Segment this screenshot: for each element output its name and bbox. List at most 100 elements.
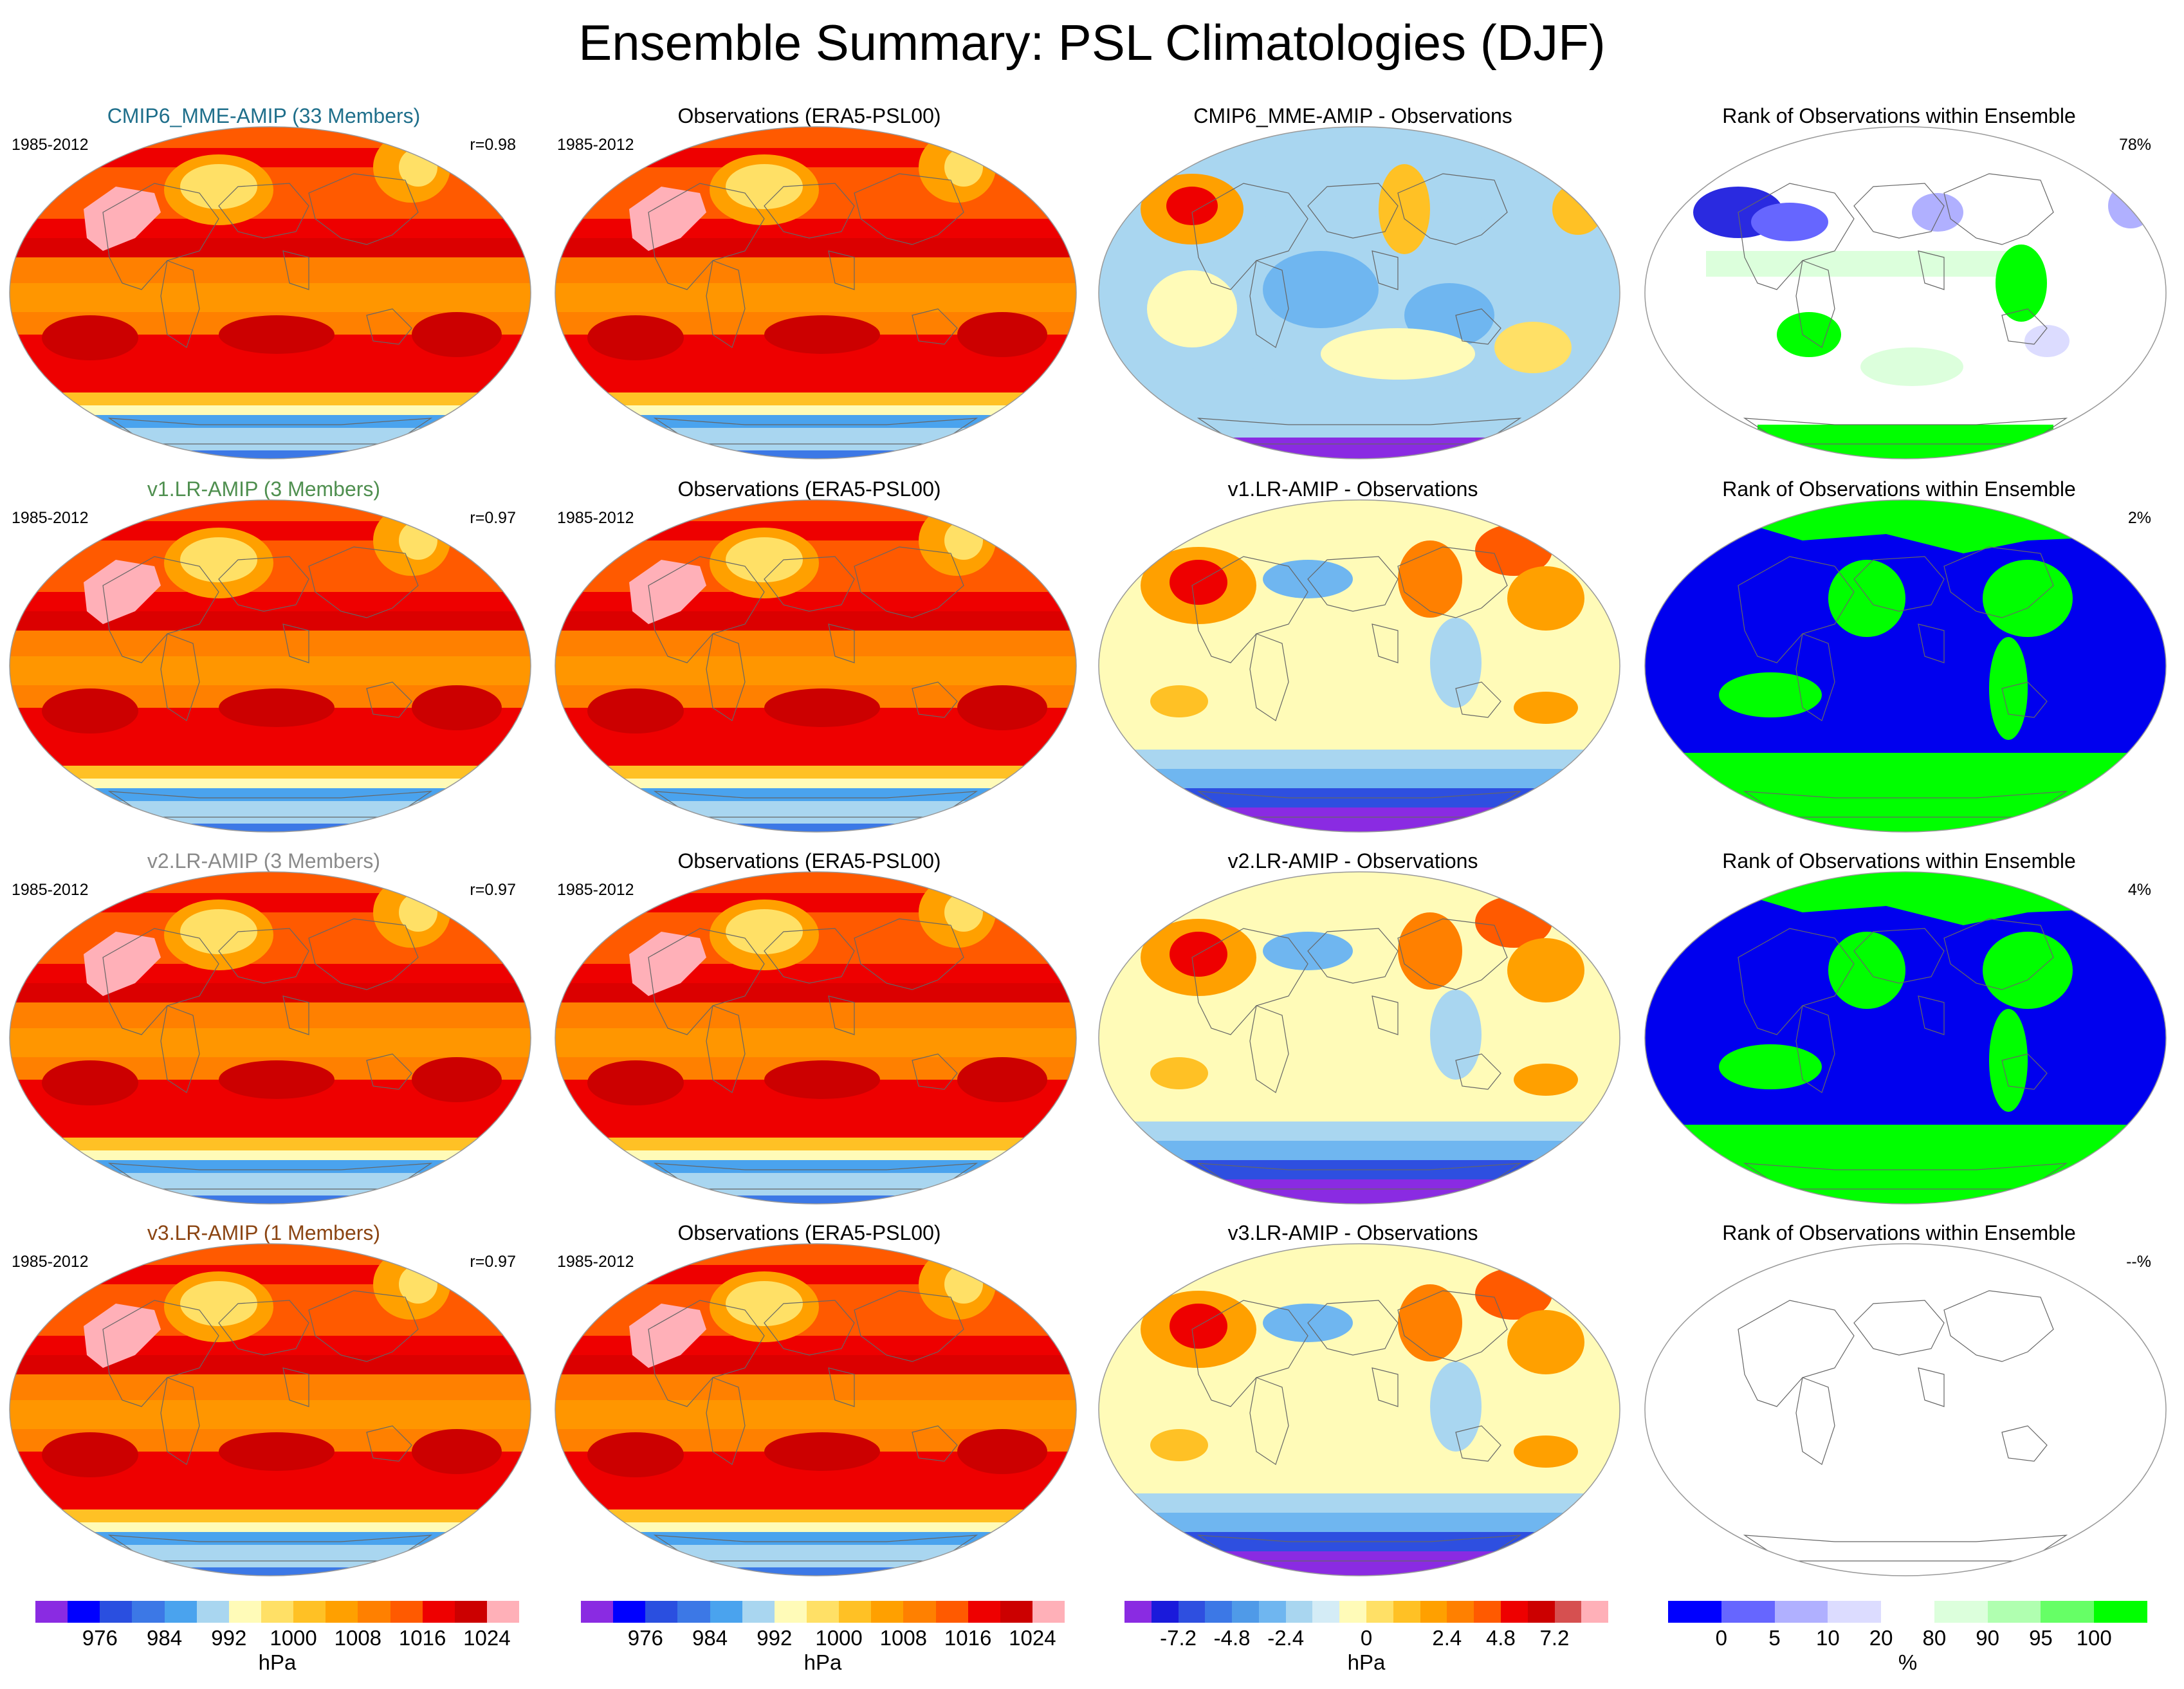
- colorbar-tick-label: 0: [1360, 1626, 1373, 1650]
- rank-percent-label: 2%: [2127, 509, 2151, 527]
- colorbar-swatch: [1828, 1601, 1882, 1623]
- colorbar-swatch: [261, 1601, 294, 1623]
- colorbar-tick-label: -2.4: [1267, 1626, 1305, 1650]
- colorbar-tick-label: 2.4: [1432, 1626, 1462, 1650]
- colorbar-tick-label: 4.8: [1485, 1626, 1516, 1650]
- colorbar-tick-label: 984: [692, 1626, 728, 1650]
- colorbar-tick-label: 7.2: [1539, 1626, 1570, 1650]
- psl-map: [9, 871, 531, 1204]
- colorbar-swatch: [1232, 1601, 1259, 1623]
- colorbar-tick-label: -7.2: [1160, 1626, 1197, 1650]
- rank-map: [1644, 499, 2167, 833]
- colorbar-swatch: [1000, 1601, 1032, 1623]
- colorbar-swatch: [935, 1601, 968, 1623]
- rank-panel-title: Rank of Observations within Ensemble: [1722, 104, 2076, 127]
- colorbar-unit: hPa: [803, 1650, 842, 1674]
- colorbar-tick-label: 95: [2029, 1626, 2053, 1650]
- colorbar-swatch: [326, 1601, 358, 1623]
- colorbar-tick-label: 1024: [1009, 1626, 1056, 1650]
- correlation-label: r=0.98: [470, 136, 516, 154]
- colorbar-diff: -7.2 -4.8 -2.4 0 2.4 4.8 7.2 hPa: [1124, 1601, 1609, 1678]
- psl-map: [555, 871, 1077, 1204]
- colorbar-tick-label: 80: [1922, 1626, 1947, 1650]
- colorbar-swatch: [358, 1601, 390, 1623]
- model-panel-title: CMIP6_MME-AMIP (33 Members): [107, 104, 421, 127]
- model-panel-title: v2.LR-AMIP (3 Members): [147, 849, 381, 872]
- rank-panel-title: Rank of Observations within Ensemble: [1722, 1221, 2076, 1244]
- panel-diff: v1.LR-AMIP - Observations: [1089, 476, 1620, 836]
- panel-rank: Rank of Observations within Ensemble 78%: [1635, 103, 2167, 463]
- period-label: 1985-2012: [557, 509, 634, 527]
- colorbar-swatch: [1447, 1601, 1474, 1623]
- correlation-label: r=0.97: [470, 509, 516, 527]
- model-panel-title: v3.LR-AMIP (1 Members): [147, 1221, 381, 1244]
- globe-outline: [1644, 871, 2167, 1204]
- colorbar-swatches: [581, 1601, 1065, 1623]
- rank-percent-label: --%: [2126, 1253, 2151, 1271]
- obs-panel-title: Observations (ERA5-PSL00): [677, 849, 941, 872]
- colorbar-swatch: [454, 1601, 487, 1623]
- colorbar-swatch: [1881, 1601, 1934, 1623]
- obs-panel-title: Observations (ERA5-PSL00): [677, 104, 941, 127]
- colorbar-swatch: [1527, 1601, 1555, 1623]
- colorbar-swatch: [1474, 1601, 1501, 1623]
- globe-outline: [1644, 126, 2167, 459]
- colorbar-tick-label: 20: [1869, 1626, 1893, 1650]
- psl-map: [9, 499, 531, 833]
- period-label: 1985-2012: [557, 1253, 634, 1271]
- colorbar-swatch: [2041, 1601, 2095, 1623]
- colorbar-swatch: [871, 1601, 904, 1623]
- colorbar-swatch: [903, 1601, 936, 1623]
- colorbar-swatch: [164, 1601, 197, 1623]
- panel-model: v2.LR-AMIP (3 Members) 1985-2012 r=0.97: [0, 848, 531, 1208]
- colorbar-tick-label: 1000: [270, 1626, 317, 1650]
- diff-map: [1098, 1243, 1620, 1576]
- colorbar-swatch: [422, 1601, 455, 1623]
- colorbar-tick-label: 992: [211, 1626, 247, 1650]
- colorbar-swatch: [132, 1601, 165, 1623]
- colorbar-tick-label: 0: [1715, 1626, 1727, 1650]
- psl-map: [555, 499, 1077, 833]
- globe-outline: [9, 1243, 531, 1576]
- globe-outline: [1098, 1243, 1620, 1576]
- colorbar-swatch: [710, 1601, 742, 1623]
- panel-rank: Rank of Observations within Ensemble --%: [1635, 1220, 2167, 1580]
- colorbar-tick-label: 5: [1768, 1626, 1781, 1650]
- colorbar-swatch: [1721, 1601, 1775, 1623]
- colorbar-tick-label: 1008: [879, 1626, 928, 1650]
- panel-rank: Rank of Observations within Ensemble 2%: [1635, 476, 2167, 836]
- colorbar-tick-label: 10: [1815, 1626, 1840, 1650]
- colorbar-swatch: [1366, 1601, 1393, 1623]
- globe-outline: [9, 871, 531, 1204]
- colorbar-unit: %: [1898, 1650, 1918, 1674]
- colorbar-swatch: [968, 1601, 1000, 1623]
- rank-panel-title: Rank of Observations within Ensemble: [1722, 849, 2076, 872]
- colorbar-swatch: [486, 1601, 520, 1623]
- colorbar-swatch: [1934, 1601, 1988, 1623]
- colorbar-swatch: [2094, 1601, 2148, 1623]
- colorbar-swatch: [228, 1601, 261, 1623]
- colorbar-swatch: [1774, 1601, 1828, 1623]
- psl-map: [9, 1243, 531, 1576]
- colorbar-tick-label: 976: [82, 1626, 118, 1650]
- colorbar-tick-label: 984: [147, 1626, 183, 1650]
- period-label: 1985-2012: [12, 136, 89, 154]
- panel-diff: CMIP6_MME-AMIP - Observations: [1089, 103, 1620, 463]
- panel-obs: Observations (ERA5-PSL00) 1985-2012: [546, 103, 1077, 463]
- globe-outline: [9, 126, 531, 459]
- diff-panel-title: v2.LR-AMIP - Observations: [1227, 849, 1478, 872]
- globe-outline: [1098, 499, 1620, 833]
- psl-map: [555, 126, 1077, 459]
- colorbar-swatch: [1285, 1601, 1313, 1623]
- panel-model: CMIP6_MME-AMIP (33 Members) 1985-2012 r=0.…: [0, 103, 531, 463]
- panel-model: v3.LR-AMIP (1 Members) 1985-2012 r=0.97: [0, 1220, 531, 1580]
- colorbar-swatch: [1258, 1601, 1286, 1623]
- colorbar-tick-label: 100: [2076, 1626, 2112, 1650]
- colorbar-tick-label: -4.8: [1213, 1626, 1251, 1650]
- diff-panel-title: CMIP6_MME-AMIP - Observations: [1193, 104, 1512, 127]
- globe-outline: [1098, 871, 1620, 1204]
- period-label: 1985-2012: [12, 881, 89, 899]
- colorbar-swatch: [613, 1601, 646, 1623]
- colorbar-swatch: [293, 1601, 326, 1623]
- colorbar-swatch: [581, 1601, 614, 1623]
